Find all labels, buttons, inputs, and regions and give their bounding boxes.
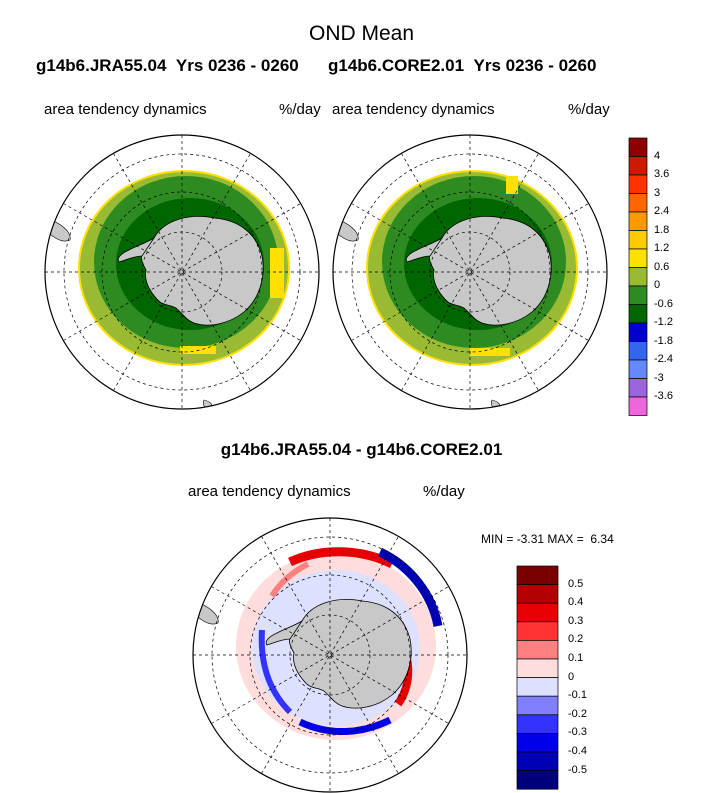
panel-2-ice-edge-patch-south: [470, 348, 510, 356]
panel-1-ice-edge-patch-east: [270, 248, 284, 298]
colorbar-top-swatch: [628, 304, 648, 324]
min-value: -3.31: [516, 532, 545, 546]
diff-variable: area tendency dynamics: [188, 483, 351, 500]
panel-1-units: %/day: [279, 101, 321, 118]
colorbar-diff-label: 0: [568, 670, 575, 683]
colorbar-top-label: -3.6: [654, 390, 673, 402]
colorbar-top-swatch: [628, 248, 648, 268]
colorbar-top-swatch: [628, 341, 648, 361]
colorbar-diff-swatch: [516, 640, 559, 660]
diff-positive-arc-northwest: [269, 561, 310, 598]
colorbar-top-swatch: [628, 156, 648, 176]
diff-negative-arc-south: [298, 716, 392, 735]
colorbar-diff-swatch: [516, 677, 559, 697]
colorbar-top-swatch: [628, 378, 648, 398]
colorbar-diff-swatch: [516, 565, 559, 585]
panel-2-units: %/day: [568, 101, 610, 118]
colorbar-top-label: 1.2: [654, 242, 670, 254]
colorbar-diff-swatch: [516, 658, 559, 678]
colorbar-diff-label: -0.2: [568, 707, 587, 720]
colorbar-diff-swatch: [516, 770, 559, 790]
colorbar-top-swatch: [628, 396, 648, 416]
panel-2-run: g14b6.CORE2.01: [328, 56, 465, 75]
colorbar-top-label: -3: [654, 371, 664, 384]
diff-positive-arc-north: [288, 547, 395, 569]
panel-2-graticule: [333, 135, 607, 409]
panel-1-run: g14b6.JRA55.04: [36, 56, 167, 75]
colorbar-top-label: -1.8: [654, 334, 673, 347]
min-label: MIN =: [481, 532, 514, 546]
max-label: MAX =: [547, 532, 584, 546]
colorbar-diff-label: 0.4: [568, 596, 584, 609]
colorbar-top-label: -0.6: [654, 297, 673, 310]
panel-1-run-heading: g14b6.JRA55.04 Yrs 0236 - 0260: [36, 56, 299, 76]
colorbar-diff-swatch: [516, 714, 559, 734]
panel-2-map: [332, 134, 608, 410]
colorbar-top-swatch: [628, 174, 648, 194]
colorbar-top-swatch: [628, 267, 648, 287]
colorbar-diff-label: -0.4: [568, 745, 587, 757]
colorbar-top-swatch: [628, 285, 648, 305]
colorbar-top-swatch: [628, 359, 648, 379]
colorbar-top-label: 0: [654, 279, 661, 291]
panel-1-ice-edge-patch-south: [180, 346, 216, 354]
colorbar-top-label: 3.6: [654, 168, 670, 180]
colorbar-top-label: -1.2: [654, 316, 673, 328]
diff-graticule: [193, 518, 467, 792]
max-value: 6.34: [590, 532, 614, 546]
panel-2-variable: area tendency dynamics: [332, 101, 495, 118]
panel-1-variable: area tendency dynamics: [44, 101, 207, 118]
colorbar-diff-label: 0.2: [568, 633, 584, 646]
figure-title: OND Mean: [308, 22, 415, 45]
colorbar-top-swatch: [628, 230, 648, 250]
diff-negative-arc-west: [258, 629, 293, 715]
colorbar-top-label: -2.4: [654, 353, 673, 365]
colorbar-diff: [516, 565, 559, 790]
colorbar-top-swatch: [628, 193, 648, 213]
colorbar-diff-swatch: [516, 584, 559, 604]
diff-negative-arc-northeast: [378, 547, 443, 627]
colorbar-diff-swatch: [516, 695, 559, 716]
colorbar-top-label: 2.4: [654, 205, 670, 217]
colorbar-diff-label: 0.1: [568, 652, 584, 664]
colorbar-diff-label: -0.3: [568, 726, 587, 739]
colorbar-diff-label: 0.5: [568, 577, 584, 590]
colorbar-diff-label: -0.5: [568, 763, 587, 776]
colorbar-top-label: 3: [654, 186, 661, 199]
panel-2-years: Yrs 0236 - 0260: [473, 56, 597, 75]
colorbar-top-swatch: [628, 322, 648, 342]
colorbar-top: [628, 137, 648, 416]
colorbar-top-label: 4: [654, 149, 661, 162]
colorbar-diff-label: 0.3: [568, 614, 584, 627]
panel-1-map: [44, 134, 320, 410]
diff-min-max: MIN = -3.31 MAX = 6.34: [481, 532, 614, 546]
panel-1-years: Yrs 0236 - 0260: [175, 56, 299, 75]
panel-2-ice-edge-patch-north: [506, 176, 518, 194]
colorbar-top-label: 0.6: [654, 260, 670, 273]
colorbar-diff-swatch: [516, 621, 559, 641]
colorbar-diff-swatch: [516, 751, 559, 771]
colorbar-top-swatch: [628, 137, 648, 157]
diff-title: g14b6.JRA55.04 - g14b6.CORE2.01: [220, 440, 503, 459]
colorbar-diff-label: -0.1: [568, 689, 587, 702]
diff-units: %/day: [423, 483, 465, 500]
colorbar-top-label: 1.8: [654, 223, 670, 236]
panel-1-graticule: [45, 135, 319, 409]
panel-2-run-heading: g14b6.CORE2.01 Yrs 0236 - 0260: [328, 56, 596, 76]
colorbar-diff-swatch: [516, 733, 559, 753]
colorbar-diff-swatch: [516, 602, 559, 623]
colorbar-top-swatch: [628, 211, 648, 231]
diff-map: [192, 517, 468, 793]
